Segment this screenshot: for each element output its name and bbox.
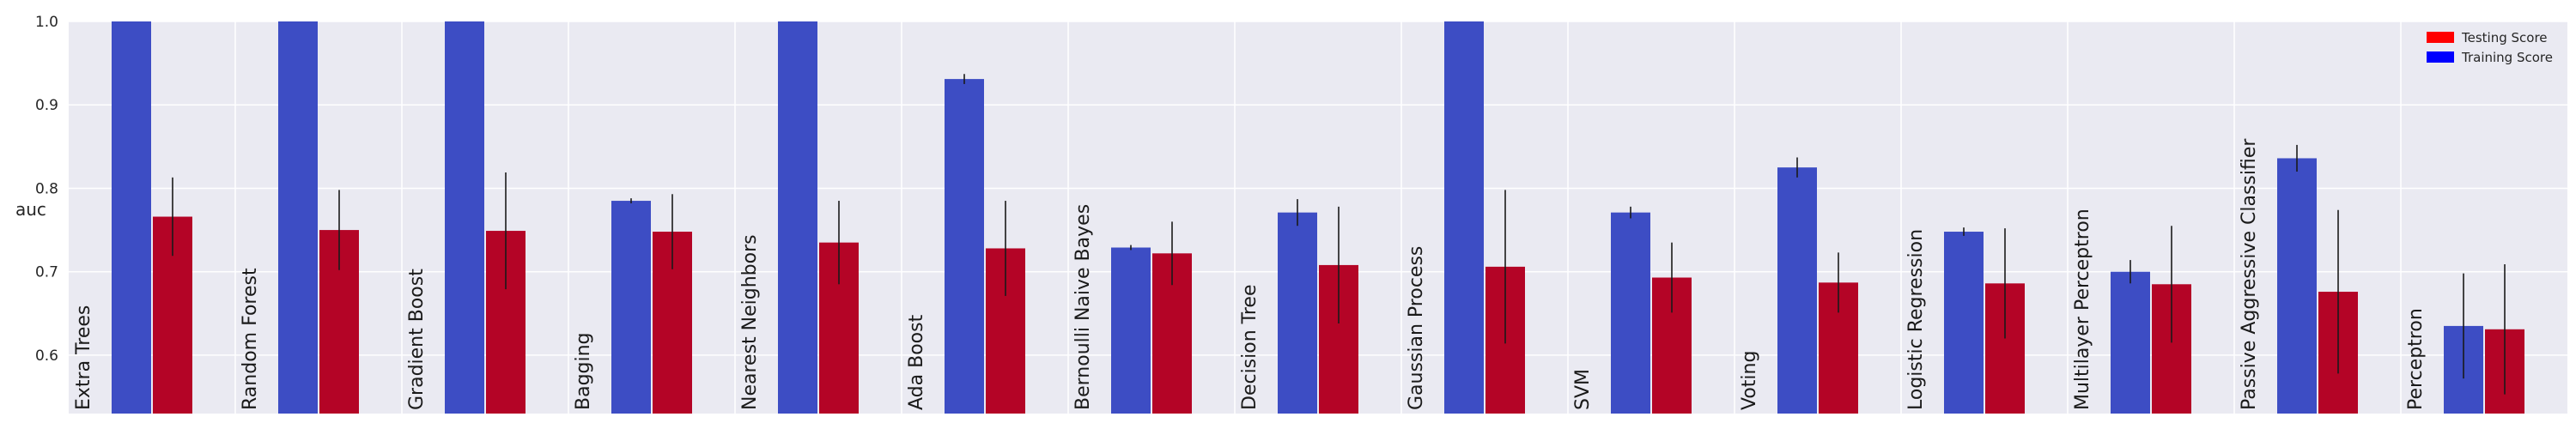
- bar-training: [1111, 247, 1151, 414]
- bar-training: [778, 21, 817, 414]
- bar-training: [1944, 232, 1984, 414]
- legend: Testing Score Training Score: [2427, 30, 2553, 65]
- bar-training: [2277, 158, 2317, 414]
- bar-training: [1777, 167, 1817, 414]
- category-label: Random Forest: [240, 268, 261, 410]
- y-tick-labels: 0.6 0.7 0.8 0.9 1.0: [35, 14, 58, 365]
- y-tick-label: 1.0: [35, 14, 58, 31]
- bar-training: [1444, 21, 1484, 414]
- category-label: Passive Aggressive Classifier: [2239, 138, 2260, 410]
- category-label: Ada Boost: [906, 314, 927, 410]
- bar-training: [278, 21, 318, 414]
- bar-training: [112, 21, 151, 414]
- category-label: SVM: [1572, 369, 1594, 410]
- bar-training: [445, 21, 484, 414]
- category-label: Gaussian Process: [1406, 246, 1427, 410]
- category-label: Perceptron: [2405, 308, 2427, 410]
- y-tick-label: 0.8: [35, 180, 58, 197]
- legend-label-testing: Testing Score: [2461, 30, 2548, 45]
- bar-training: [1611, 212, 1650, 414]
- bar-training: [611, 201, 651, 414]
- plot-background: [69, 21, 2567, 414]
- category-label: Bernoulli Naive Bayes: [1072, 204, 1094, 410]
- error-bars: [172, 74, 2506, 395]
- category-label: Extra Trees: [73, 305, 94, 410]
- category-labels: Extra Trees Random Forest Gradient Boost Ba…: [73, 138, 2427, 410]
- y-tick-label: 0.9: [35, 97, 58, 114]
- legend-label-training: Training Score: [2461, 50, 2553, 65]
- category-label: Bagging: [573, 332, 594, 410]
- bar-training: [2111, 271, 2150, 414]
- category-label: Logistic Regression: [1905, 229, 1927, 410]
- category-label: Decision Tree: [1239, 285, 1261, 411]
- legend-swatch-testing: [2427, 32, 2454, 43]
- grid: [69, 21, 2567, 414]
- y-tick-label: 0.6: [35, 347, 58, 365]
- category-label: Voting: [1739, 351, 1760, 410]
- category-label: Multilayer Perceptron: [2072, 208, 2093, 410]
- bar-training: [945, 79, 984, 414]
- y-axis-label: auc: [15, 199, 46, 220]
- bar-training: [1278, 212, 1317, 414]
- category-label: Gradient Boost: [406, 269, 428, 410]
- legend-swatch-training: [2427, 51, 2454, 63]
- category-label: Nearest Neighbors: [739, 234, 761, 410]
- y-tick-label: 0.7: [35, 264, 58, 281]
